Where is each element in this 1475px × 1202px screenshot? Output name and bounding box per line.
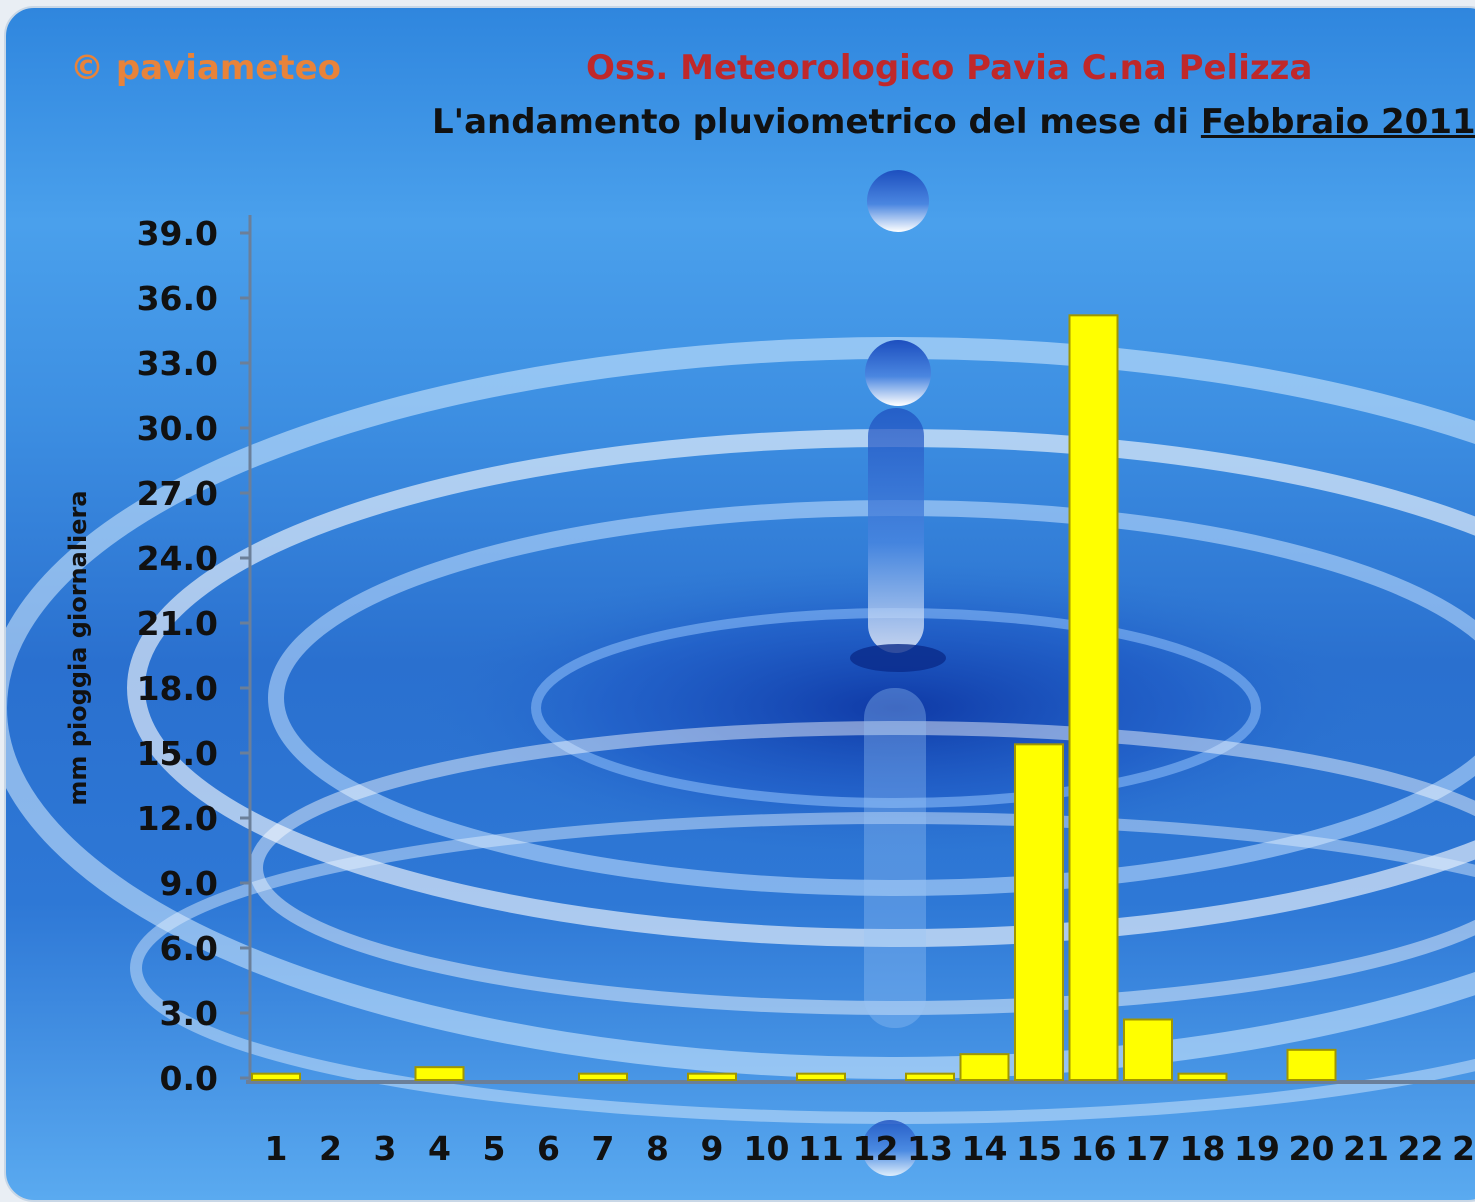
y-tick-label: 9.0 [160,864,218,903]
x-tick-label: 16 [1071,1129,1117,1168]
bar-day-13 [905,1072,955,1081]
bar-day-17 [1123,1018,1173,1081]
x-tick-label: 6 [537,1129,560,1168]
x-tick-label: 22 [1398,1129,1444,1168]
y-tick-label: 33.0 [137,344,218,383]
y-tick-label: 3.0 [160,994,218,1033]
y-tick-label: 36.0 [137,279,218,318]
bar-day-4 [414,1066,465,1081]
y-tick-label: 30.0 [137,409,218,448]
bar-day-16 [1068,314,1119,1082]
bar-day-14 [959,1053,1010,1081]
x-tick-label: 20 [1289,1129,1335,1168]
x-tick-label: 7 [592,1129,615,1168]
water-drop-background [6,170,1475,1176]
chart-card: 0.0 3.0 6.0 9.0 12.0 15.0 18.0 21.0 24.0 27.0 30.0… [4,6,1475,1202]
x-tick-label: 12 [853,1129,899,1168]
y-tick-label: 21.0 [137,604,218,643]
x-tick-label: 13 [907,1129,953,1168]
y-tick-label: 18.0 [137,669,218,708]
watermark-text: © paviameteo [70,48,342,88]
subtitle-prefix: L'andamento pluviometrico del mese di [432,102,1201,142]
y-axis-label: mm pioggia giornaliera [64,490,92,806]
x-tick-label: 23 [1452,1129,1475,1168]
bar-day-11 [796,1072,846,1081]
x-axis: 1234567891011121314151617181920212223 [265,1129,1475,1168]
chart-title: Oss. Meteorologico Pavia C.na Pelizza [586,48,1313,88]
bar-day-20 [1286,1048,1337,1082]
x-tick-label: 10 [744,1129,790,1168]
x-tick-label: 17 [1125,1129,1171,1168]
x-tick-label: 1 [265,1129,288,1168]
bar-day-15 [1014,743,1064,1081]
bar-series [246,314,1475,1084]
bar-day-7 [578,1072,628,1081]
bar-day-1 [251,1072,301,1081]
x-tick-label: 11 [798,1129,844,1168]
x-tick-label: 19 [1234,1129,1280,1168]
chart-subtitle: L'andamento pluviometrico del mese di Fe… [432,102,1475,142]
bar-chart: 0.0 3.0 6.0 9.0 12.0 15.0 18.0 21.0 24.0 27.0 30.0… [137,214,1475,1168]
x-tick-label: 18 [1180,1129,1226,1168]
y-tick-label: 6.0 [160,929,218,968]
x-tick-label: 8 [646,1129,669,1168]
y-tick-label: 12.0 [137,799,218,838]
subtitle-month: Febbraio 2011 [1200,102,1475,142]
x-tick-label: 5 [483,1129,506,1168]
x-tick-label: 3 [374,1129,397,1168]
y-tick-label: 0.0 [160,1059,218,1098]
y-tick-label: 27.0 [137,474,218,513]
bar-day-9 [687,1072,737,1081]
y-tick-label: 39.0 [137,214,218,253]
x-tick-label: 15 [1016,1129,1062,1168]
x-tick-label: 14 [962,1129,1008,1168]
x-tick-label: 21 [1343,1129,1389,1168]
y-axis: 0.0 3.0 6.0 9.0 12.0 15.0 18.0 21.0 24.0 27.0 30.0… [137,214,252,1098]
y-tick-label: 24.0 [137,539,218,578]
x-tick-label: 4 [428,1129,451,1168]
x-tick-label: 9 [701,1129,724,1168]
y-tick-label: 15.0 [137,734,218,773]
x-tick-label: 2 [319,1129,342,1168]
bar-day-18 [1177,1072,1228,1081]
